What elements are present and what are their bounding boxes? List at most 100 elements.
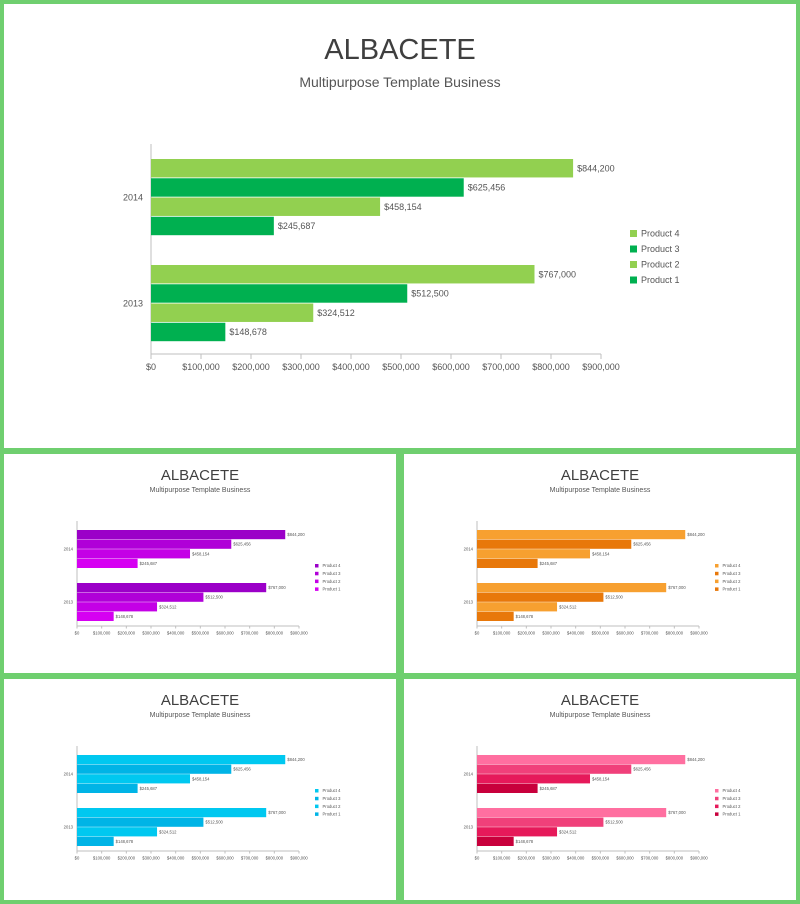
data-label: $245,687: [140, 561, 158, 566]
bar-2014-product-4: [151, 159, 574, 178]
bar-chart: $844,200 $625,456 $458,154 $245,687 2014 $767…: [64, 521, 342, 636]
data-label: $767,000: [268, 810, 286, 815]
bar-2013-product-4: [77, 583, 267, 593]
tick-label: $400,000: [567, 856, 585, 861]
slide-title: ALBACETE: [560, 467, 640, 484]
legend-swatch: [715, 579, 719, 584]
tick-label: $0: [146, 362, 156, 372]
legend-label: Product 3: [323, 571, 342, 576]
legend-label: Product 2: [641, 259, 680, 269]
legend-label: Product 3: [723, 796, 742, 801]
data-label: $245,687: [278, 221, 316, 231]
legend-label: Product 1: [323, 587, 342, 592]
bar-2013-product-3: [77, 817, 204, 827]
tick-label: $500,000: [192, 631, 210, 636]
bar-chart: $844,200 $625,456 $458,154 $245,687 2014 $767…: [64, 746, 342, 861]
bar-2014-product-2: [77, 549, 191, 559]
bar-2014-product-2: [77, 774, 191, 784]
category-label: 2013: [464, 825, 474, 830]
tick-label: $0: [475, 856, 480, 861]
tick-label: $800,000: [532, 362, 570, 372]
tick-label: $300,000: [142, 631, 160, 636]
bar-2014-product-3: [77, 764, 232, 774]
tick-label: $0: [75, 631, 80, 636]
tick-label: $500,000: [592, 856, 610, 861]
bar-2014-product-3: [77, 539, 232, 549]
orange-slide: ALBACETE Multipurpose Template Business …: [404, 454, 796, 673]
data-label: $767,000: [668, 810, 686, 815]
legend-swatch: [715, 812, 719, 816]
data-label: $458,154: [192, 776, 210, 781]
legend-swatch: [715, 564, 719, 568]
bar-2014-product-1: [477, 783, 538, 793]
legend-swatch: [315, 564, 319, 568]
slide-title: ALBACETE: [160, 692, 240, 709]
slide-title: ALBACETE: [324, 34, 476, 66]
pink-slide: ALBACETE Multipurpose Template Business …: [404, 679, 796, 900]
legend-swatch: [630, 276, 637, 284]
tick-label: $0: [475, 631, 480, 636]
slide-title: ALBACETE: [160, 467, 240, 484]
tick-label: $600,000: [216, 856, 234, 861]
data-label: $245,687: [140, 786, 158, 791]
data-label: $458,154: [592, 776, 610, 781]
bar-2013-product-3: [477, 592, 604, 602]
data-label: $245,687: [540, 561, 558, 566]
bar-chart: $844,200 $625,456 $458,154 $245,687 2014 $767…: [464, 746, 742, 861]
data-label: $844,200: [687, 757, 705, 762]
data-label: $458,154: [192, 551, 210, 556]
legend-swatch: [715, 789, 719, 793]
legend-label: Product 4: [323, 788, 342, 793]
data-label: $625,456: [633, 767, 651, 772]
tick-label: $400,000: [167, 631, 185, 636]
tick-label: $600,000: [216, 631, 234, 636]
legend-swatch: [315, 789, 319, 793]
tick-label: $800,000: [666, 631, 684, 636]
legend-swatch: [630, 230, 637, 237]
tick-label: $200,000: [118, 856, 136, 861]
data-label: $148,678: [516, 614, 534, 619]
bar-2013-product-4: [151, 265, 535, 284]
legend-swatch: [630, 245, 637, 253]
category-label: 2013: [64, 825, 74, 830]
bar-2014-product-3: [477, 764, 632, 774]
tick-label: $300,000: [282, 362, 320, 372]
tick-label: $400,000: [332, 362, 370, 372]
data-label: $844,200: [577, 163, 615, 173]
tick-label: $900,000: [690, 856, 708, 861]
legend-label: Product 4: [323, 563, 342, 568]
tick-label: $500,000: [382, 362, 420, 372]
category-label: 2014: [464, 772, 474, 777]
data-label: $148,678: [116, 614, 134, 619]
bar-2013-product-2: [77, 602, 158, 612]
data-label: $324,512: [317, 308, 355, 318]
tick-label: $100,000: [182, 362, 220, 372]
data-label: $767,000: [539, 269, 577, 279]
bar-2014-product-4: [77, 755, 286, 765]
legend-label: Product 3: [723, 571, 742, 576]
legend-swatch: [715, 571, 719, 576]
data-label: $324,512: [559, 604, 577, 609]
legend-swatch: [315, 571, 319, 576]
tick-label: $900,000: [290, 856, 308, 861]
tick-label: $400,000: [567, 631, 585, 636]
legend-label: Product 4: [723, 788, 742, 793]
category-label: 2014: [64, 772, 74, 777]
bar-2014-product-1: [77, 558, 138, 568]
data-label: $148,678: [516, 839, 534, 844]
data-label: $844,200: [287, 757, 305, 762]
legend-label: Product 1: [641, 275, 680, 285]
bar-2013-product-2: [151, 303, 314, 322]
tick-label: $100,000: [493, 631, 511, 636]
tick-label: $400,000: [167, 856, 185, 861]
legend-swatch: [315, 804, 319, 809]
bar-2013-product-3: [151, 284, 408, 303]
data-label: $625,456: [633, 542, 651, 547]
tick-label: $100,000: [93, 631, 111, 636]
tick-label: $800,000: [266, 856, 284, 861]
legend-label: Product 1: [723, 587, 742, 592]
data-label: $767,000: [668, 585, 686, 590]
data-label: $512,500: [605, 595, 623, 600]
tick-label: $300,000: [542, 856, 560, 861]
main-slide: ALBACETE Multipurpose Template Business …: [4, 4, 796, 448]
